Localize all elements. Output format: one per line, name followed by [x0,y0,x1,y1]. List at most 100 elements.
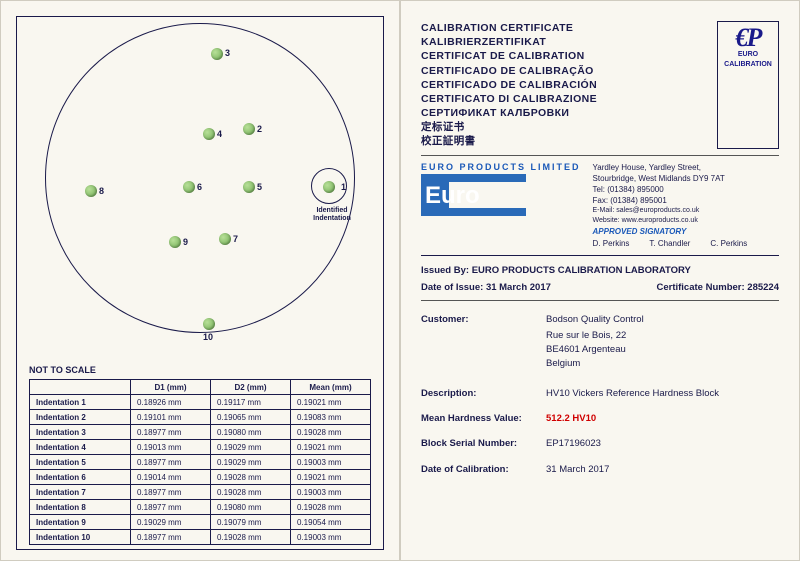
table-row: Indentation 70.18977 mm0.19028 mm0.19003… [30,485,371,500]
indentation-dot-9 [169,236,181,248]
table-row: Indentation 80.18977 mm0.19080 mm0.19028… [30,500,371,515]
table-cell: 0.18926 mm [131,395,211,410]
tel: Tel: (01384) 895000 [593,184,748,195]
date-issue: 31 March 2017 [486,282,551,293]
indentation-dot-5 [243,181,255,193]
approved-signatory: APPROVED SIGNATORY [593,226,748,237]
table-cell: 0.19028 mm [211,485,291,500]
certificate-title-line: CERTIFICATO DI CALIBRAZIONE [421,92,597,106]
table-row: Indentation 10.18926 mm0.19117 mm0.19021… [30,395,371,410]
table-cell: 0.19101 mm [131,410,211,425]
dot-label-7: 7 [233,234,238,244]
table-cell: Indentation 5 [30,455,131,470]
logo-line2: CALIBRATION [722,61,774,69]
table-row: Indentation 90.19029 mm0.19079 mm0.19054… [30,515,371,530]
table-cell: 0.19021 mm [291,395,371,410]
cert-no-label: Certificate Number: [656,282,744,293]
certificate-titles: CALIBRATION CERTIFICATEKALIBRIERZERTIFIK… [421,21,597,149]
certificate-title-line: 校正証明書 [421,134,597,148]
table-cell: 0.18977 mm [131,485,211,500]
right-page: CALIBRATION CERTIFICATEKALIBRIERZERTIFIK… [400,0,800,561]
table-row: Indentation 50.18977 mm0.19029 mm0.19003… [30,455,371,470]
certificate-title-line: CERTIFICAT DE CALIBRATION [421,49,597,63]
dot-label-6: 6 [197,182,202,192]
signatory-3: C. Perkins [710,238,747,249]
customer-2: BE4601 Argenteau [546,343,779,357]
table-cell: 0.19079 mm [211,515,291,530]
table-cell: 0.19029 mm [131,515,211,530]
issued-by-label: Issued By: [421,262,469,279]
indentation-dot-8 [85,185,97,197]
mean-hardness-label: Mean Hardness Value: [421,410,546,427]
table-cell: 0.18977 mm [131,530,211,545]
table-header: Mean (mm) [291,380,371,395]
mean-hardness-value: 512.2 HV10 [546,410,779,427]
dot-label-1: 1 [341,182,346,192]
table-cell: 0.19014 mm [131,470,211,485]
table-cell: Indentation 3 [30,425,131,440]
table-cell: 0.19117 mm [211,395,291,410]
serial: EP17196023 [546,435,779,452]
table-cell: 0.19028 mm [291,500,371,515]
serial-label: Block Serial Number: [421,435,546,452]
certificate-title-line: CERTIFICADO DE CALIBRAÇÃO [421,64,597,78]
customer-label: Customer: [421,311,546,328]
table-cell: 0.18977 mm [131,455,211,470]
table-row: Indentation 40.19013 mm0.19029 mm0.19021… [30,440,371,455]
table-cell: 0.19065 mm [211,410,291,425]
left-frame: Identified Indentation 12345678910 NOT T… [16,16,384,550]
company-details: Yardley House, Yardley Street, Stourbrid… [593,162,748,250]
table-cell: 0.19003 mm [291,530,371,545]
website: Website: www.europroducts.co.uk [593,216,748,226]
euro-logo: Euro [421,174,526,216]
table-cell: 0.19003 mm [291,455,371,470]
indentation-dot-6 [183,181,195,193]
description: HV10 Vickers Reference Hardness Block [546,385,779,402]
table-cell: Indentation 8 [30,500,131,515]
issued-by: EURO PRODUCTS CALIBRATION LABORATORY [472,262,691,279]
table-cell: Indentation 2 [30,410,131,425]
cal-date-label: Date of Calibration: [421,461,546,478]
certificate-title-line: 定标证书 [421,120,597,134]
table-cell: 0.19080 mm [211,500,291,515]
table-row: Indentation 60.19014 mm0.19028 mm0.19021… [30,470,371,485]
signatory-2: T. Chandler [649,238,690,249]
indentation-dot-1 [323,181,335,193]
signatory-1: D. Perkins [593,238,630,249]
indentation-dot-2 [243,123,255,135]
customer-0: Bodson Quality Control [546,311,779,328]
indentation-dot-7 [219,233,231,245]
indentation-dot-10 [203,318,215,330]
table-row: Indentation 30.18977 mm0.19080 mm0.19028… [30,425,371,440]
left-page: Identified Indentation 12345678910 NOT T… [0,0,400,561]
address-line1: Yardley House, Yardley Street, [593,162,748,173]
certificate-title-line: CALIBRATION CERTIFICATE [421,21,597,35]
dot-label-2: 2 [257,124,262,134]
table-row: Indentation 20.19101 mm0.19065 mm0.19083… [30,410,371,425]
table-cell: Indentation 9 [30,515,131,530]
dot-label-4: 4 [217,129,222,139]
table-header [30,380,131,395]
certificate-body: Issued By: EURO PRODUCTS CALIBRATION LAB… [421,262,779,477]
cal-date: 31 March 2017 [546,461,779,478]
table-header: D2 (mm) [211,380,291,395]
table-cell: 0.19029 mm [211,440,291,455]
company-heading: EURO PRODUCTS LIMITED [421,162,581,172]
dot-label-3: 3 [225,48,230,58]
indentation-diagram: Identified Indentation 12345678910 [31,23,369,363]
certificate-title-line: KALIBRIERZERTIFIKAT [421,35,597,49]
table-cell: Indentation 4 [30,440,131,455]
cert-no: 285224 [747,282,779,293]
dot-label-5: 5 [257,182,262,192]
table-cell: 0.19028 mm [211,470,291,485]
indentation-dot-3 [211,48,223,60]
table-cell: 0.19029 mm [211,455,291,470]
dot-label-10: 10 [203,332,213,342]
certificate-title-line: CERTIFICADO DE CALIBRACIÓN [421,78,597,92]
table-row: Indentation 100.18977 mm0.19028 mm0.1900… [30,530,371,545]
table-cell: 0.19083 mm [291,410,371,425]
certificate-title-line: СЕРТИФИКАТ КАЛБРОВКИ [421,106,597,120]
table-cell: Indentation 10 [30,530,131,545]
description-label: Description: [421,385,546,402]
table-cell: 0.19054 mm [291,515,371,530]
